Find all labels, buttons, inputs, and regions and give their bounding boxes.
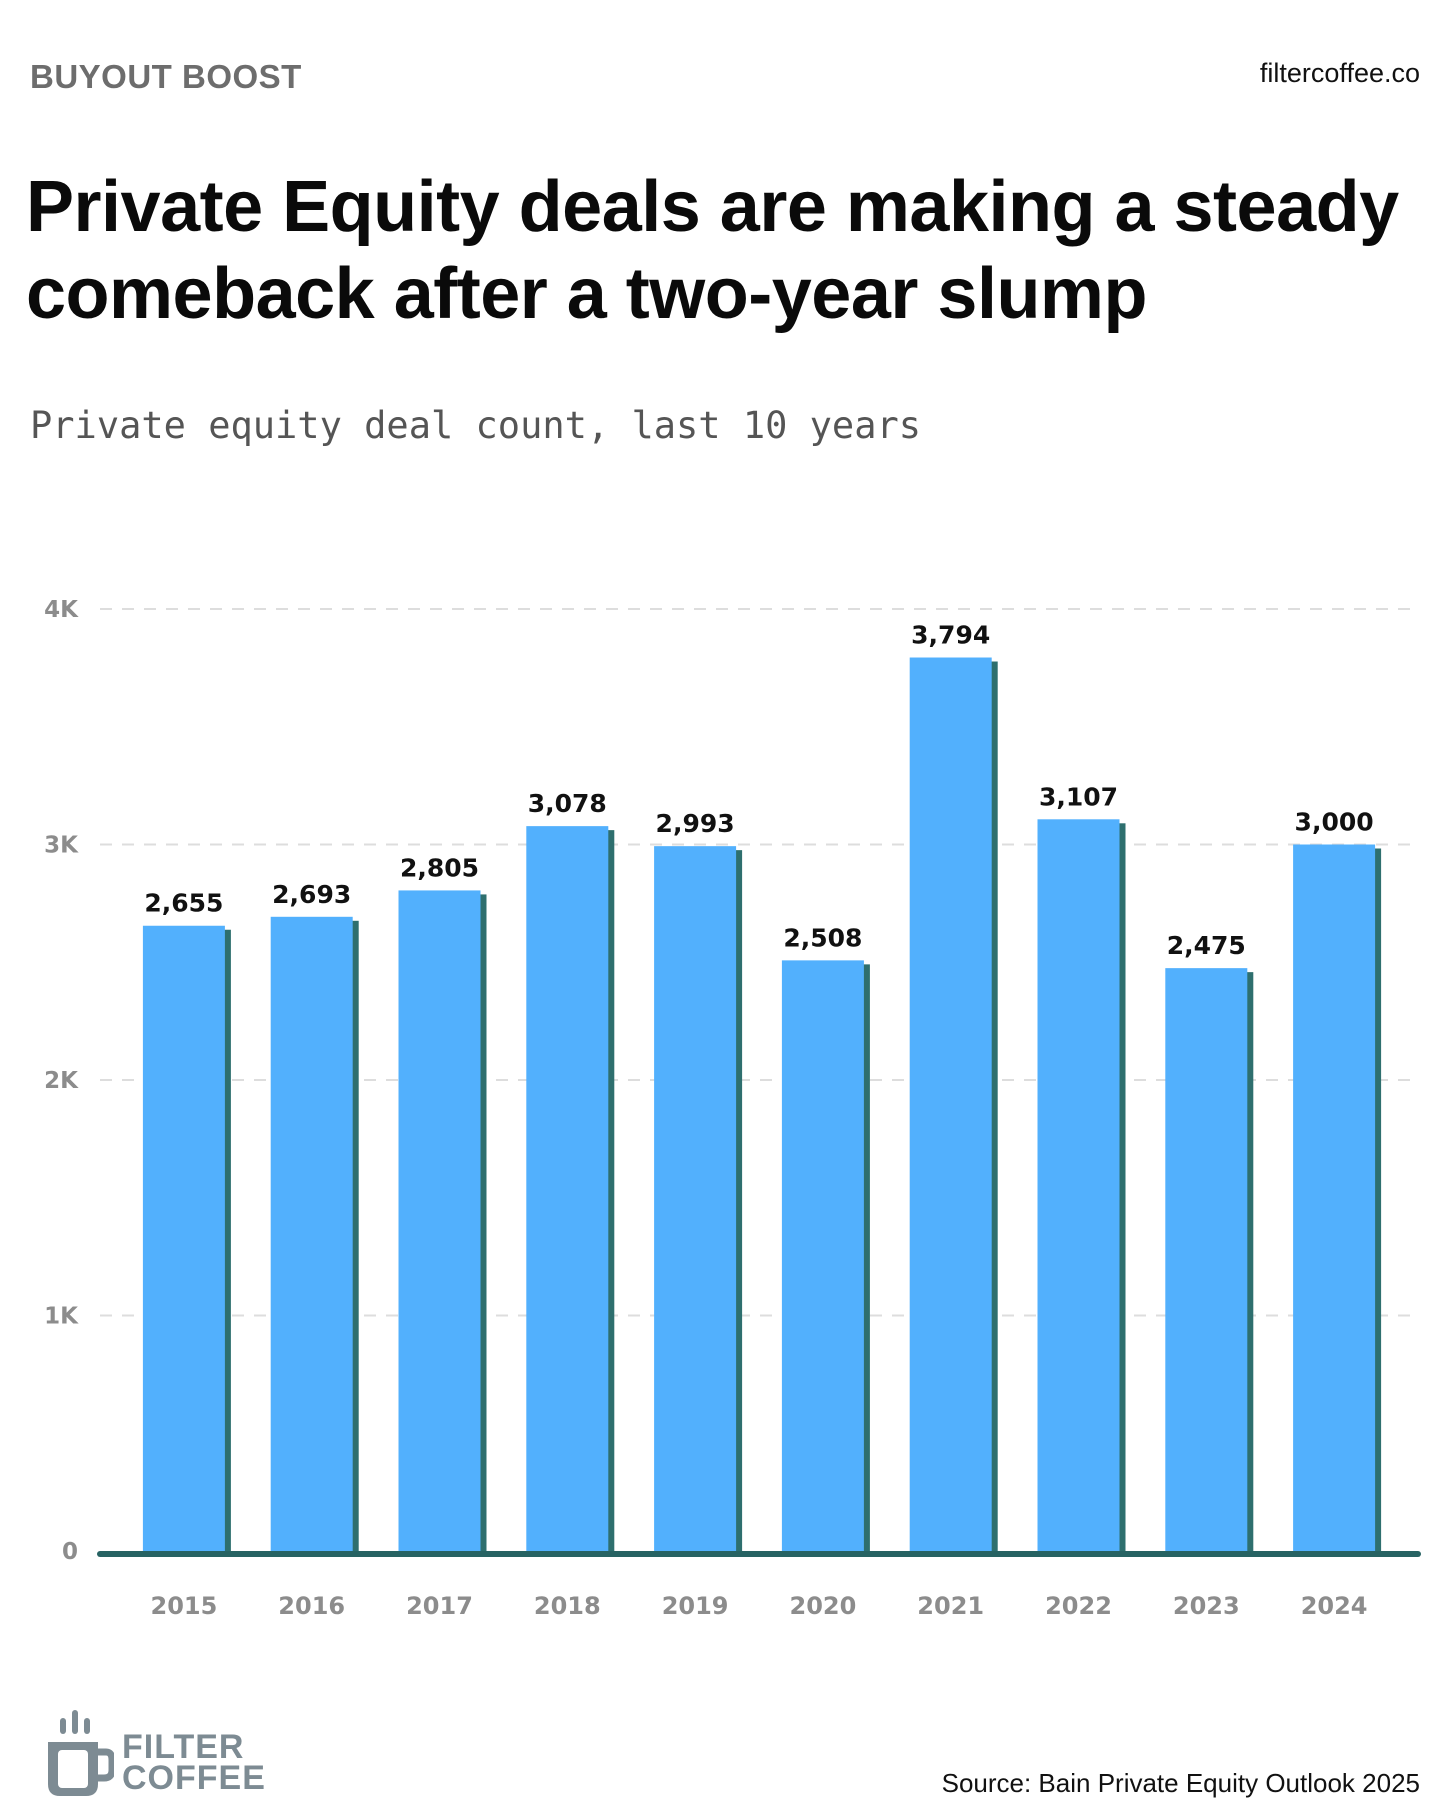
bar-2017	[398, 890, 481, 1551]
x-tick-label-2015: 2015	[151, 1592, 218, 1620]
coffee-cup-icon	[48, 1710, 116, 1796]
x-tick-label-2017: 2017	[406, 1592, 473, 1620]
y-tick-label: 2K	[44, 1068, 79, 1094]
bar-2024	[1293, 844, 1376, 1551]
x-tick-label-2020: 2020	[790, 1592, 857, 1620]
value-label-2016: 2,693	[272, 880, 351, 909]
bar-chart: 0 1K 2K 3K 4K 2,655 2015 2,693 2016 2,805 2017 3,07…	[44, 597, 1421, 1620]
filter-coffee-logo: FILTER COFFEE	[42, 1706, 272, 1802]
bar-2015	[142, 925, 225, 1551]
bar-2022	[1037, 819, 1120, 1551]
value-label-2021: 3,794	[911, 621, 990, 650]
kicker-label: BUYOUT BOOST	[30, 58, 302, 95]
chart-headline: Private Equity deals are making a steady…	[26, 167, 1399, 334]
x-tick-label-2016: 2016	[278, 1592, 345, 1620]
x-tick-label-2024: 2024	[1301, 1592, 1368, 1620]
y-tick-label: 0	[62, 1539, 78, 1565]
site-url[interactable]: filtercoffee.co	[1259, 58, 1420, 88]
y-tick-label: 4K	[44, 597, 79, 623]
x-tick-label-2023: 2023	[1173, 1592, 1240, 1620]
value-label-2020: 2,508	[783, 923, 862, 952]
logo-wordmark: FILTER COFFEE	[122, 1728, 266, 1797]
bar-2016	[270, 916, 353, 1551]
bar-2021	[909, 657, 992, 1551]
value-label-2019: 2,993	[656, 809, 735, 838]
y-tick-label: 1K	[44, 1304, 79, 1330]
x-tick-label-2021: 2021	[917, 1592, 984, 1620]
bar-2020	[781, 960, 864, 1551]
source-note: Source: Bain Private Equity Outlook 2025	[941, 1768, 1420, 1798]
logo-line-filter: FILTER	[122, 1728, 245, 1766]
value-label-2022: 3,107	[1039, 782, 1118, 811]
value-label-2023: 2,475	[1167, 931, 1246, 960]
y-tick-label: 3K	[44, 833, 79, 859]
value-label-2018: 3,078	[528, 789, 607, 818]
chart-subtitle: Private equity deal count, last 10 years	[30, 404, 922, 447]
logo-line-coffee: COFFEE	[122, 1759, 266, 1797]
value-label-2017: 2,805	[400, 853, 479, 882]
value-label-2024: 3,000	[1295, 808, 1374, 837]
bar-2023	[1165, 968, 1248, 1551]
bar-2019	[654, 846, 737, 1551]
value-label-2015: 2,655	[144, 889, 223, 918]
x-tick-label-2019: 2019	[662, 1592, 729, 1620]
x-tick-label-2022: 2022	[1045, 1592, 1112, 1620]
bar-2018	[526, 826, 609, 1551]
x-tick-label-2018: 2018	[534, 1592, 601, 1620]
